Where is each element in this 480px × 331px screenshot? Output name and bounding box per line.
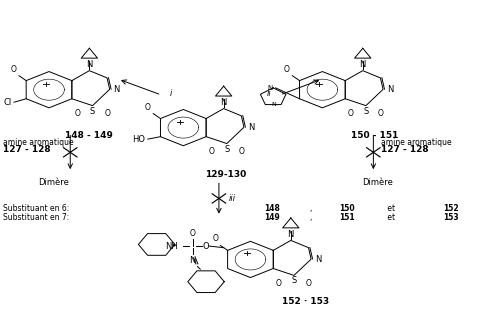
Text: Dimère: Dimère bbox=[361, 178, 392, 187]
Text: ,: , bbox=[310, 213, 314, 222]
Text: amine aromatique: amine aromatique bbox=[3, 138, 73, 147]
Text: iii: iii bbox=[228, 194, 235, 203]
Text: O: O bbox=[276, 279, 281, 288]
Text: et: et bbox=[384, 213, 397, 222]
Text: 153: 153 bbox=[442, 213, 458, 222]
Text: S: S bbox=[90, 107, 95, 116]
Text: N: N bbox=[86, 60, 92, 69]
Text: Dimère: Dimère bbox=[38, 178, 69, 187]
Text: O: O bbox=[212, 234, 217, 244]
Text: S: S bbox=[224, 145, 229, 154]
Text: 127 - 128: 127 - 128 bbox=[380, 145, 428, 154]
Text: 150: 150 bbox=[338, 204, 354, 213]
Text: O: O bbox=[104, 109, 110, 118]
Text: N: N bbox=[271, 102, 276, 107]
Text: 151: 151 bbox=[338, 213, 354, 222]
Text: N: N bbox=[314, 255, 321, 263]
Text: O: O bbox=[348, 109, 353, 118]
Text: O: O bbox=[377, 109, 383, 118]
Text: N: N bbox=[247, 123, 253, 132]
Text: ii: ii bbox=[266, 89, 271, 98]
Text: 149: 149 bbox=[264, 213, 279, 222]
Text: N: N bbox=[386, 85, 393, 94]
Text: O: O bbox=[202, 242, 209, 251]
Text: NH: NH bbox=[165, 242, 178, 251]
Text: N: N bbox=[359, 60, 365, 69]
Text: i: i bbox=[169, 89, 171, 98]
Text: O: O bbox=[239, 147, 244, 156]
Text: N: N bbox=[287, 230, 293, 239]
Text: 148 - 149: 148 - 149 bbox=[65, 131, 113, 140]
Text: N: N bbox=[189, 256, 195, 265]
Text: et: et bbox=[384, 204, 397, 213]
Text: S: S bbox=[291, 276, 296, 285]
Text: O: O bbox=[189, 228, 195, 238]
Text: 152 · 153: 152 · 153 bbox=[281, 297, 328, 307]
Text: 127 - 128: 127 - 128 bbox=[3, 145, 50, 154]
Text: O: O bbox=[305, 279, 311, 288]
Text: O: O bbox=[144, 103, 151, 112]
Text: Cl: Cl bbox=[3, 98, 12, 107]
Text: N: N bbox=[113, 85, 120, 94]
Text: O: O bbox=[208, 147, 215, 156]
Text: 152: 152 bbox=[442, 204, 458, 213]
Text: HO: HO bbox=[132, 135, 145, 144]
Text: S: S bbox=[362, 107, 368, 116]
Text: 148: 148 bbox=[264, 204, 279, 213]
Text: O: O bbox=[74, 109, 80, 118]
Text: N: N bbox=[220, 98, 227, 107]
Text: Substituant en 6:: Substituant en 6: bbox=[3, 204, 77, 213]
Text: 150 - 151: 150 - 151 bbox=[350, 131, 397, 140]
Text: O: O bbox=[11, 65, 16, 74]
Text: Substituant en 7:: Substituant en 7: bbox=[3, 213, 77, 222]
Text: 129-130: 129-130 bbox=[205, 170, 246, 179]
Text: ,: , bbox=[310, 204, 314, 213]
Text: N: N bbox=[266, 85, 272, 91]
Text: O: O bbox=[284, 65, 289, 74]
Text: amine aromatique: amine aromatique bbox=[380, 138, 451, 147]
